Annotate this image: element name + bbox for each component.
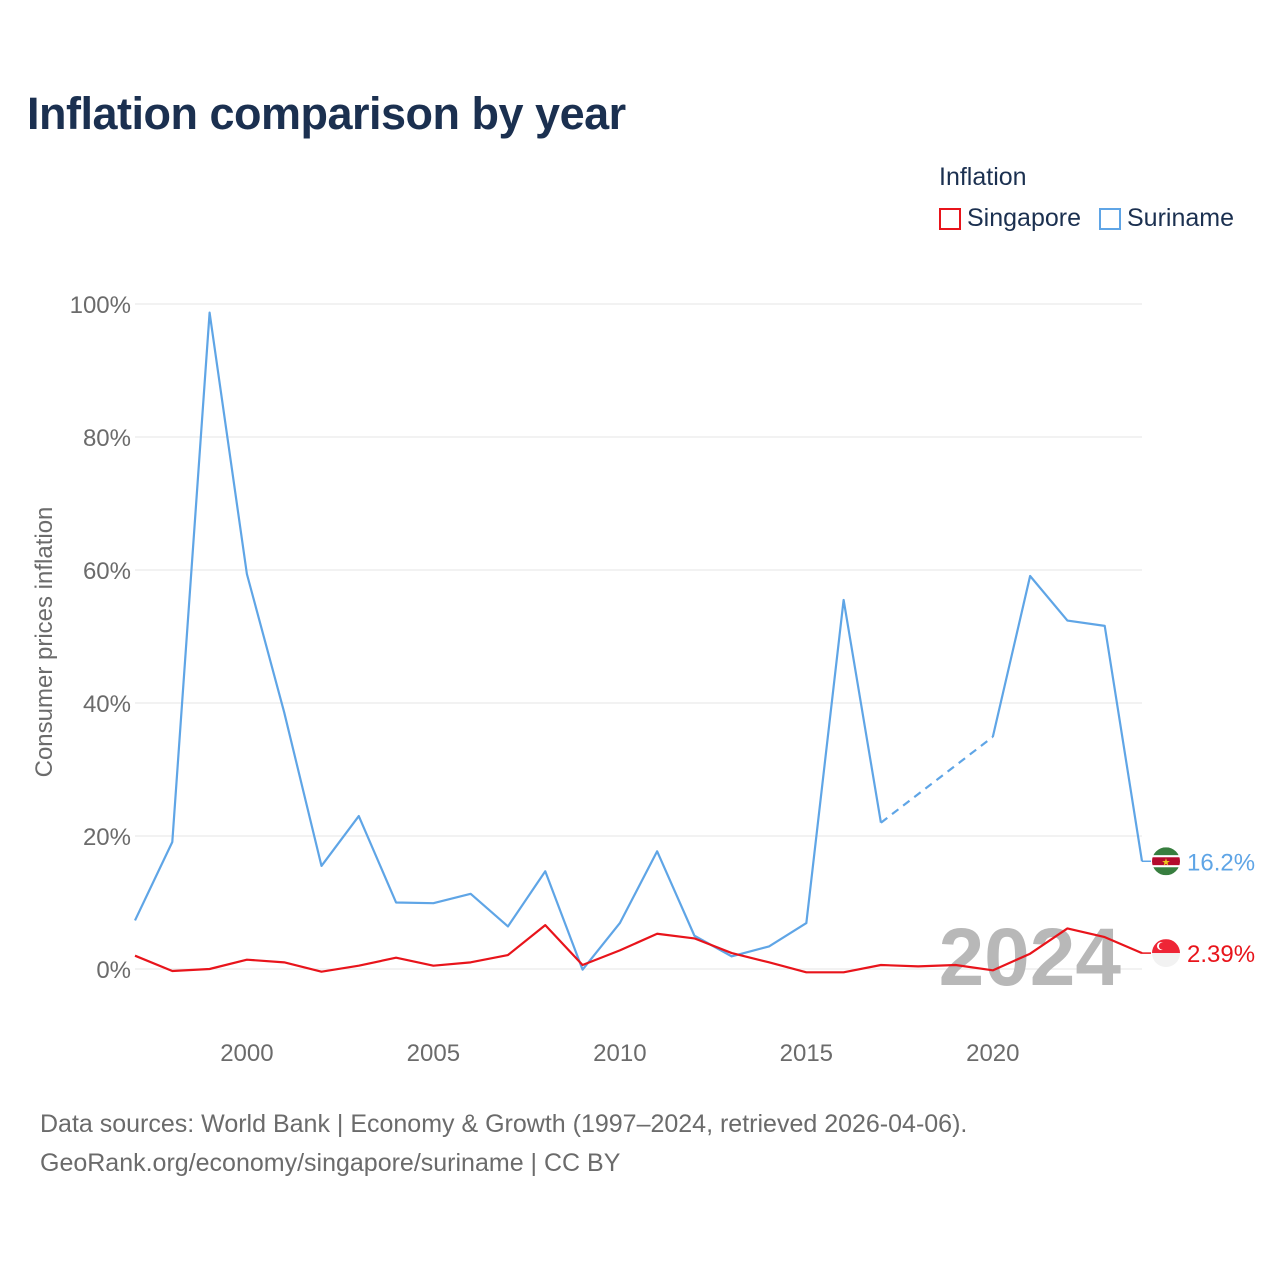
- footer-sources: Data sources: World Bank | Economy & Gro…: [40, 1110, 968, 1138]
- series-line-suriname: [134, 311, 883, 971]
- series-gap-suriname: [880, 736, 994, 824]
- svg-text:★: ★: [1162, 857, 1171, 868]
- end-label-singapore: 2.39%: [1187, 941, 1255, 968]
- legend-label-suriname: Suriname: [1126, 204, 1234, 232]
- x-tick-label-2000: 2000: [220, 1040, 273, 1067]
- footer: Data sources: World Bank | Economy & Gro…: [40, 1105, 967, 1183]
- y-tick-label-0: 0%: [96, 957, 131, 984]
- legend-label-singapore: Singapore: [967, 204, 1081, 232]
- y-axis-label: Consumer prices inflation: [31, 507, 58, 778]
- x-tick-label-2020: 2020: [966, 1040, 1019, 1067]
- series-line-suriname-1: [991, 574, 1144, 862]
- legend: Singapore Suriname: [939, 204, 1234, 233]
- x-tick-label-2010: 2010: [593, 1040, 646, 1067]
- footer-url[interactable]: GeoRank.org/economy/singapore/suriname |…: [40, 1149, 621, 1177]
- legend-swatch-suriname: [1098, 207, 1121, 230]
- end-label-suriname: 16.2%: [1187, 849, 1255, 876]
- year-watermark: 2024: [939, 912, 1122, 1003]
- x-tick-label-2005: 2005: [407, 1040, 460, 1067]
- x-tick-label-2015: 2015: [780, 1040, 833, 1067]
- suriname-flag-icon: ★: [1152, 847, 1180, 876]
- y-tick-label-40: 40%: [83, 691, 131, 718]
- legend-item-suriname[interactable]: Suriname: [1098, 204, 1234, 233]
- y-tick-label-100: 100%: [70, 292, 131, 319]
- legend-item-singapore[interactable]: Singapore: [939, 204, 1081, 233]
- legend-swatch-singapore: [939, 207, 961, 230]
- chart-title: Inflation comparison by year: [27, 88, 626, 139]
- series-line-singapore: [134, 924, 1143, 974]
- singapore-flag-icon: [1152, 939, 1180, 968]
- y-tick-label-20: 20%: [83, 824, 131, 851]
- legend-title: Inflation: [939, 163, 1027, 191]
- y-tick-label-60: 60%: [83, 558, 131, 585]
- y-tick-label-80: 80%: [83, 425, 131, 452]
